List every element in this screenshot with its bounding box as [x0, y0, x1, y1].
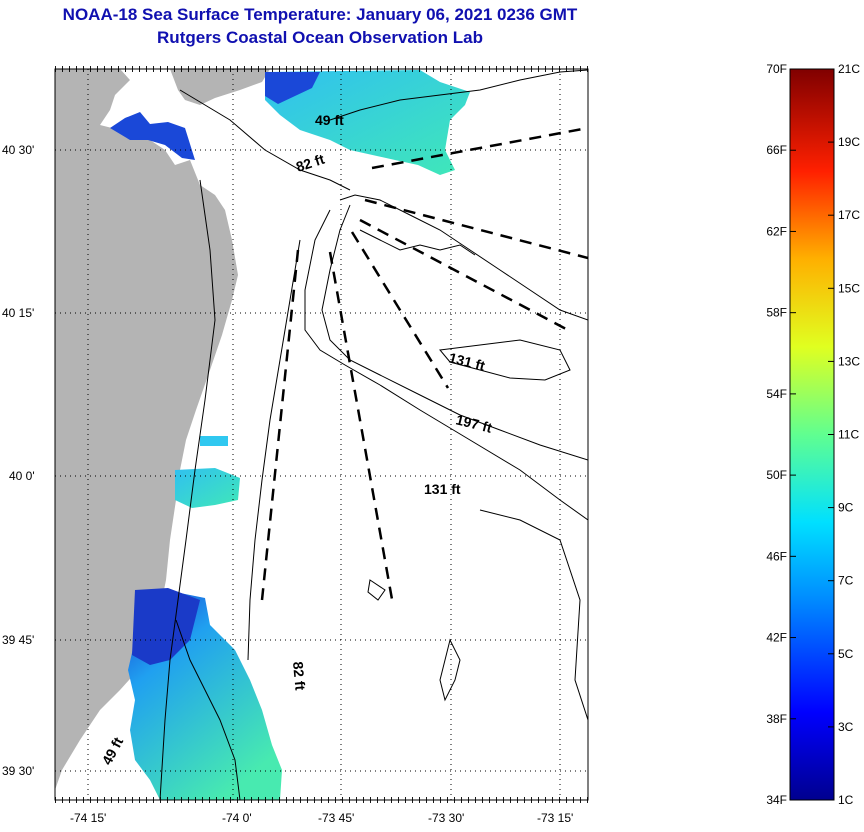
- colorbar-f-label: 50F: [766, 468, 787, 482]
- colorbar-f-label: 42F: [766, 631, 787, 645]
- colorbar-c-label: 15C: [838, 281, 860, 295]
- colorbar-c-label: 9C: [838, 501, 854, 515]
- depth-label: 49 ft: [315, 112, 344, 128]
- colorbar-f-label: 54F: [766, 387, 787, 401]
- colorbar: [789, 68, 835, 801]
- lat-tick-label: 40 15': [2, 306, 34, 320]
- sst-patch-north-cold: [265, 72, 320, 104]
- colorbar-c-label: 1C: [838, 793, 854, 807]
- graticule: [55, 69, 588, 800]
- sst-patch-south-cold: [132, 588, 200, 665]
- colorbar-f-label: 38F: [766, 712, 787, 726]
- land-mass: [55, 69, 238, 790]
- frame-ticks: [55, 66, 588, 803]
- lat-tick-label: 39 30': [2, 764, 34, 778]
- bathymetry-contours: [159, 69, 588, 800]
- sst-patch-nw: [110, 112, 195, 160]
- lon-tick-label: -74 0': [222, 811, 252, 825]
- colorbar-c-label: 5C: [838, 647, 854, 661]
- sst-speck: [200, 436, 228, 446]
- colorbar-c-label: 7C: [838, 574, 854, 588]
- colorbar-f-label: 62F: [766, 224, 787, 238]
- colorbar-f-label: 70F: [766, 62, 787, 76]
- colorbar-c-label: 17C: [838, 208, 860, 222]
- depth-label: 82 ft: [294, 151, 327, 175]
- colorbar-f-label: 46F: [766, 549, 787, 563]
- colorbar-c-label: 13C: [838, 354, 860, 368]
- depth-label: 197 ft: [454, 411, 494, 435]
- shipping-lanes: [260, 126, 588, 606]
- colorbar-labels: 70F 66F 62F 58F 54F 50F 46F 42F 38F 34F 21C 19C 17C 1…: [766, 62, 860, 807]
- depth-label: 131 ft: [424, 481, 461, 497]
- depth-label: 82 ft: [290, 661, 308, 691]
- depth-label: 49 ft: [99, 734, 127, 767]
- colorbar-c-label: 3C: [838, 720, 854, 734]
- sst-patch-north: [265, 70, 470, 175]
- lat-tick-label: 40 30': [2, 143, 34, 157]
- lon-tick-label: -73 30': [428, 811, 464, 825]
- colorbar-c-label: 19C: [838, 135, 860, 149]
- colorbar-c-label: 21C: [838, 62, 860, 76]
- lat-tick-label: 39 45': [2, 633, 34, 647]
- sst-patch-mid: [175, 468, 240, 508]
- colorbar-c-label: 11C: [838, 428, 859, 442]
- lon-tick-label: -74 15': [70, 811, 106, 825]
- map-subtitle: Rutgers Coastal Ocean Observation Lab: [157, 28, 483, 47]
- depth-label: 131 ft: [447, 349, 487, 373]
- lon-tick-label: -73 15': [537, 811, 573, 825]
- colorbar-f-label: 66F: [766, 143, 787, 157]
- colorbar-f-label: 34F: [766, 793, 787, 807]
- map-title: NOAA-18 Sea Surface Temperature: January…: [62, 5, 578, 24]
- colorbar-f-label: 58F: [766, 306, 787, 320]
- land-upper: [170, 69, 270, 105]
- lon-tick-label: -73 45': [318, 811, 354, 825]
- lat-tick-label: 40 0': [9, 469, 35, 483]
